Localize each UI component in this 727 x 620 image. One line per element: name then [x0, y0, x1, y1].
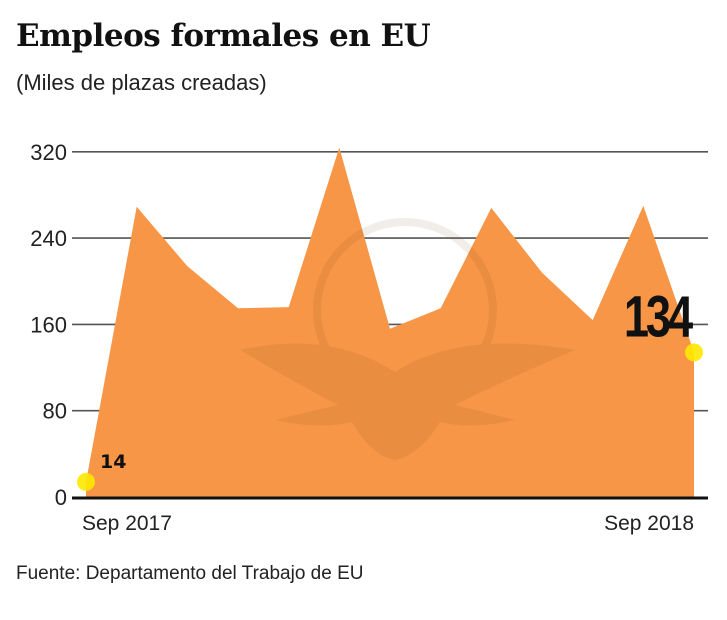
- chart-subtitle: (Miles de plazas creadas): [16, 70, 267, 95]
- x-tick-label: Sep 2018: [604, 512, 694, 535]
- chart-title: Empleos formales en EU: [16, 18, 431, 54]
- y-tick-label: 0: [55, 485, 67, 510]
- x-tick-label: Sep 2017: [82, 512, 172, 535]
- y-axis: 0 80 160 240 320: [30, 140, 67, 510]
- area-chart: 0 80 160 240 320 Sep 2017 Sep 2018 14 134: [30, 140, 708, 535]
- y-tick-label: 160: [30, 312, 67, 337]
- y-tick-label: 320: [30, 140, 67, 165]
- eagle-watermark-icon: [240, 218, 575, 460]
- data-point-marker: [77, 472, 95, 491]
- x-axis: Sep 2017 Sep 2018: [82, 512, 694, 535]
- y-tick-label: 240: [30, 226, 67, 251]
- data-markers: [77, 343, 703, 491]
- data-area: [86, 147, 694, 497]
- data-label-end: 134: [624, 285, 693, 350]
- data-label-start: 14: [100, 451, 126, 473]
- data-point-marker: [685, 343, 703, 362]
- data-labels: 14 134: [100, 285, 696, 473]
- y-tick-label: 80: [43, 399, 67, 424]
- source-note: Fuente: Departamento del Trabajo de EU: [16, 563, 364, 584]
